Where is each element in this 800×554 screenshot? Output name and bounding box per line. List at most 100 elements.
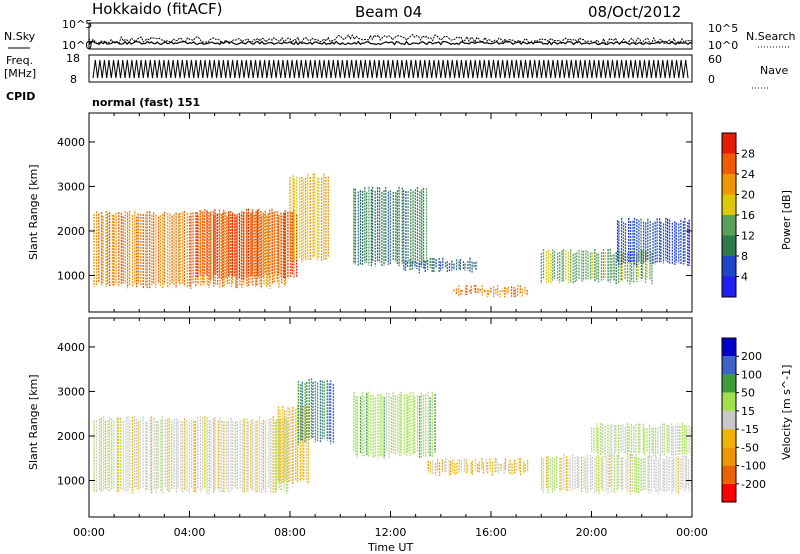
x-tick-label: 20:00 <box>576 526 608 539</box>
freq-unit: [MHz] <box>4 67 36 80</box>
data-region <box>427 458 529 476</box>
colorbar-segment <box>722 465 736 484</box>
colorbar-tick-label: 20 <box>741 189 755 202</box>
colorbar-segment <box>722 174 736 195</box>
beam-title: Beam 04 <box>355 3 422 21</box>
data-region <box>289 173 329 262</box>
colorbar-tick-label: 8 <box>741 250 748 263</box>
colorbar-segment <box>722 483 736 502</box>
data-region <box>590 422 693 459</box>
nave-label: Nave <box>760 64 788 77</box>
colorbar-segment <box>722 235 736 256</box>
colorbar-tick-label: -100 <box>741 460 766 473</box>
colorbar-segment <box>722 153 736 174</box>
freq-tick-bottom: 8 <box>70 73 77 86</box>
cpid-label: CPID <box>6 90 35 103</box>
y-tick-label: 1000 <box>57 474 85 487</box>
y-tick-label: 4000 <box>57 136 85 149</box>
velocity-colorbar: 200 100 50 15 -15 -50 -100 -200 <box>721 337 766 503</box>
colorbar-tick-label: 12 <box>741 230 755 243</box>
data-region <box>353 391 436 459</box>
data-region <box>453 284 528 298</box>
colorbar-segment <box>722 429 736 448</box>
data-region <box>196 208 298 280</box>
power-data <box>93 173 690 298</box>
x-axis-label: Time UT <box>367 541 413 554</box>
data-region <box>540 248 653 285</box>
data-region <box>353 186 428 267</box>
nsky-right-tick-bottom: 10^0 <box>708 39 738 52</box>
date-title: 08/Oct/2012 <box>588 3 681 21</box>
colorbar-frame <box>721 337 737 503</box>
colorbar-segment <box>722 256 736 277</box>
colorbar-segment <box>722 410 736 430</box>
power-colorbar: 4 8 12 16 20 24 28 <box>721 132 755 298</box>
nsearch-line <box>88 40 693 46</box>
y-tick-label: 3000 <box>57 385 85 398</box>
station-title: Hokkaido (fitACF) <box>92 0 223 18</box>
colorbar-segment <box>722 215 736 236</box>
colorbar-tick-label: 100 <box>741 368 762 381</box>
power-axis: 1000 2000 3000 4000 <box>57 113 693 312</box>
colorbar-tick-label: 200 <box>741 350 762 363</box>
colorbar-segment <box>722 374 736 393</box>
nave-tick-top: 60 <box>708 53 722 66</box>
colorbar-segment <box>722 356 736 375</box>
nsky-panel <box>88 22 693 50</box>
data-region <box>297 378 335 445</box>
data-region <box>93 416 289 494</box>
nsky-tick-bottom: 10^0 <box>62 39 92 52</box>
nsky-trace <box>88 33 693 46</box>
colorbar-segment <box>722 194 736 215</box>
data-region <box>540 453 693 494</box>
colorbar-tick-label: -200 <box>741 478 766 491</box>
freq-panel <box>88 54 693 83</box>
colorbar-tick-label: -15 <box>741 423 759 436</box>
y-tick-label: 4000 <box>57 341 85 354</box>
colorbar-tick-label: 50 <box>741 387 755 400</box>
x-tick-label: 16:00 <box>475 526 507 539</box>
colorbar-tick-label: 15 <box>741 405 755 418</box>
x-tick-label: 04:00 <box>174 526 206 539</box>
data-region <box>616 217 690 267</box>
colorbar-tick-label: 16 <box>741 209 755 222</box>
x-tick-label: 00:00 <box>73 526 105 539</box>
velocity-data <box>93 378 693 494</box>
y-tick-label: 2000 <box>57 430 85 443</box>
y-tick-label: 1000 <box>57 269 85 282</box>
colorbar-tick-label: 24 <box>741 168 755 181</box>
colorbar-segment <box>722 447 736 466</box>
colorbar-tick-label: 28 <box>741 148 755 161</box>
velocity-colorbar-label: Velocity [m s^-1] <box>780 365 793 460</box>
data-region <box>403 257 477 274</box>
colorbar-segment <box>722 392 736 411</box>
x-axis: 00:00 04:00 08:00 12:00 16:00 20:00 00:00 <box>73 526 708 539</box>
power-colorbar-label: Power [dB] <box>780 190 793 250</box>
nsky-tick-top: 10^5 <box>62 18 92 31</box>
x-tick-label: 00:00 <box>676 526 708 539</box>
y-tick-label: 3000 <box>57 180 85 193</box>
velocity-axis: 1000 2000 3000 4000 <box>57 318 693 517</box>
colorbar-segment <box>722 338 736 357</box>
y-tick-label: 2000 <box>57 225 85 238</box>
colorbar-tick-label: 4 <box>741 271 748 284</box>
velocity-ylabel: Slant Range [km] <box>27 374 40 470</box>
nsearch-label: N.Search <box>746 30 796 43</box>
nave-tick-bottom: 0 <box>708 73 715 86</box>
freq-tick-top: 18 <box>66 52 80 65</box>
colorbar-tick-label: -50 <box>741 441 759 454</box>
x-tick-label: 08:00 <box>274 526 306 539</box>
nsky-line <box>88 33 693 46</box>
freq-line <box>92 59 689 79</box>
nsky-right-tick-top: 10^5 <box>708 22 738 35</box>
freq-trace <box>92 59 689 79</box>
x-tick-label: 12:00 <box>375 526 407 539</box>
data-region <box>277 404 309 485</box>
nsky-label: N.Sky <box>4 30 36 43</box>
colorbar-segment <box>722 133 736 154</box>
colorbar-segment <box>722 276 736 297</box>
cpid-text: normal (fast) 151 <box>92 96 200 109</box>
freq-label: Freq. <box>6 54 33 67</box>
power-ylabel: Slant Range [km] <box>27 164 40 260</box>
